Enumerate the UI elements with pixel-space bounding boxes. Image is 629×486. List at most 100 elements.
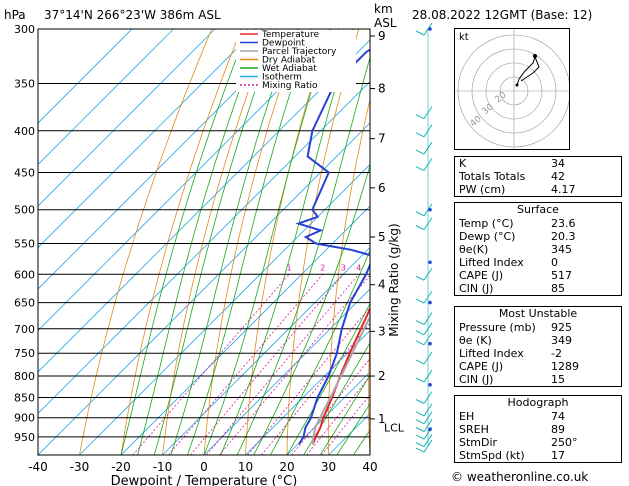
height-unit-label: km bbox=[374, 2, 393, 16]
pressure-tick-label: 450 bbox=[14, 166, 35, 179]
copyright-footer: © weatheronline.co.uk bbox=[451, 470, 589, 484]
hodograph-point bbox=[515, 83, 519, 87]
height-asl-label: ASL bbox=[374, 16, 397, 30]
isotherm-line bbox=[245, 329, 370, 455]
wind-barb-flag bbox=[415, 330, 425, 336]
hodograph-row: SREH 89 bbox=[459, 423, 565, 436]
wind-barb-flag bbox=[415, 399, 425, 404]
wet-adiabat-line bbox=[319, 374, 370, 455]
wind-barb-flag bbox=[415, 377, 425, 383]
hodograph-row: EH 74 bbox=[459, 410, 565, 423]
isotherm-line bbox=[38, 29, 299, 290]
temperature-tick-label: -10 bbox=[153, 460, 173, 474]
wet-adiabat-line bbox=[270, 249, 370, 455]
wind-profile-dot bbox=[428, 341, 432, 346]
mixing-ratio-line bbox=[168, 274, 324, 455]
dry-adiabat-line bbox=[408, 29, 448, 455]
most-unstable-table: Most Unstable Pressure (mb) 925 θe (K) 349… bbox=[454, 306, 622, 387]
wind-barb-flag bbox=[415, 30, 425, 36]
pressure-tick-label: 300 bbox=[14, 23, 35, 36]
pressure-tick-label: 900 bbox=[14, 412, 35, 425]
temperature-tick-label: -30 bbox=[70, 460, 90, 474]
height-tick-label: 9 bbox=[378, 29, 386, 43]
indices-row-k: K 34 bbox=[459, 157, 565, 170]
mixing-ratio-line bbox=[247, 306, 370, 455]
most-unstable-row: Pressure (mb) 925 bbox=[459, 321, 572, 334]
wind-barb-flag bbox=[415, 419, 425, 425]
hodograph-unit-label: kt bbox=[459, 32, 469, 43]
hodograph-table-title: Hodograph bbox=[507, 396, 569, 409]
wet-adiabat-line bbox=[137, 29, 263, 455]
isotherm-line bbox=[38, 122, 370, 455]
height-tick-label: 7 bbox=[378, 132, 386, 146]
hodograph-point bbox=[533, 54, 537, 58]
legend-label: Temperature bbox=[261, 30, 319, 40]
legend-label: Mixing Ratio bbox=[262, 81, 318, 91]
wet-adiabat-line bbox=[286, 302, 370, 455]
wind-barb-flag bbox=[415, 340, 425, 346]
isotherm-line bbox=[38, 29, 174, 166]
wet-adiabat-line bbox=[336, 403, 370, 455]
temperature-tick-label: 30 bbox=[321, 460, 336, 474]
wind-barb-flag bbox=[415, 442, 425, 448]
wind-profile-dot bbox=[428, 207, 432, 212]
hodograph-row: StmSpd (kt) 17 bbox=[459, 449, 565, 462]
wind-barb-flag bbox=[415, 166, 425, 171]
temperature-tick-label: -40 bbox=[28, 460, 48, 474]
plot-area bbox=[38, 29, 448, 455]
surface-row: CAPE (J) 517 bbox=[459, 269, 572, 282]
isotherm-line bbox=[162, 246, 370, 455]
wet-adiabat-line bbox=[153, 29, 278, 455]
legend-label: Parcel Trajectory bbox=[262, 47, 337, 57]
hodograph-row: StmDir 250° bbox=[459, 436, 578, 449]
pressure-tick-label: 350 bbox=[14, 78, 35, 91]
wind-barb-flag bbox=[415, 447, 425, 453]
legend-label: Dewpoint bbox=[262, 39, 305, 49]
wind-barb-flag bbox=[415, 114, 425, 120]
isotherm-line bbox=[38, 29, 340, 332]
pressure-tick-label: 800 bbox=[14, 370, 35, 383]
mixing-ratio-value-label: 1 bbox=[287, 263, 292, 272]
wind-profile-dot bbox=[428, 260, 432, 265]
wind-barb-flag bbox=[415, 211, 425, 217]
mixing-ratio-value-label: 3 bbox=[341, 263, 346, 272]
pressure-tick-label: 750 bbox=[14, 347, 35, 360]
plot-frame bbox=[37, 28, 371, 456]
temperature-tick-label: 0 bbox=[200, 460, 208, 474]
wind-profile-dot bbox=[428, 382, 432, 387]
wind-barb-flag bbox=[415, 320, 425, 325]
temperature-line bbox=[311, 306, 370, 445]
dewpoint-line bbox=[295, 48, 370, 445]
isotherm-line bbox=[286, 371, 370, 455]
height-tick-label: 4 bbox=[378, 278, 386, 292]
pressure-unit-label: hPa bbox=[4, 8, 26, 22]
temperature-tick-label: 10 bbox=[238, 460, 253, 474]
wind-barb-flag bbox=[415, 149, 425, 155]
surface-row: CIN (J) 85 bbox=[459, 282, 565, 295]
indices-table: K 34 Totals Totals 42 PW (cm) 4.17 bbox=[454, 156, 622, 197]
surface-row: Lifted Index 0 bbox=[459, 256, 558, 269]
pressure-tick-label: 600 bbox=[14, 268, 35, 281]
hodograph-panel: kt 40 30 20 bbox=[454, 28, 571, 150]
wind-profile-dot bbox=[428, 300, 432, 305]
surface-table: Surface Temp (°C) 23.6 Dewp (°C) 20.3 θe(K… bbox=[454, 202, 622, 296]
wind-barb-flag bbox=[415, 427, 425, 432]
isotherm-line bbox=[38, 29, 133, 124]
x-axis-label: Dewpoint / Temperature (°C) bbox=[111, 474, 298, 486]
pressure-tick-label: 500 bbox=[14, 204, 35, 217]
isotherm-line bbox=[79, 163, 370, 455]
indices-row-totals: Totals Totals 42 bbox=[459, 170, 565, 183]
height-tick-label: 2 bbox=[378, 369, 386, 383]
isotherm-line bbox=[38, 39, 370, 373]
hodograph-table: Hodograph EH 74 SREH 89 StmDir 250° StmSpd … bbox=[454, 395, 622, 463]
most-unstable-row: CAPE (J) 1289 bbox=[459, 360, 579, 373]
pressure-tick-label: 700 bbox=[14, 323, 35, 336]
height-tick-label: 8 bbox=[378, 82, 386, 96]
wind-barb-flag bbox=[415, 132, 425, 138]
pressure-tick-label: 550 bbox=[14, 237, 35, 250]
dry-adiabat-line bbox=[368, 327, 370, 455]
pressure-tick-label: 950 bbox=[14, 431, 35, 444]
wind-barb-flag bbox=[415, 225, 425, 231]
mixing-ratio-axis-label: Mixing Ratio (g/kg) bbox=[387, 223, 401, 336]
